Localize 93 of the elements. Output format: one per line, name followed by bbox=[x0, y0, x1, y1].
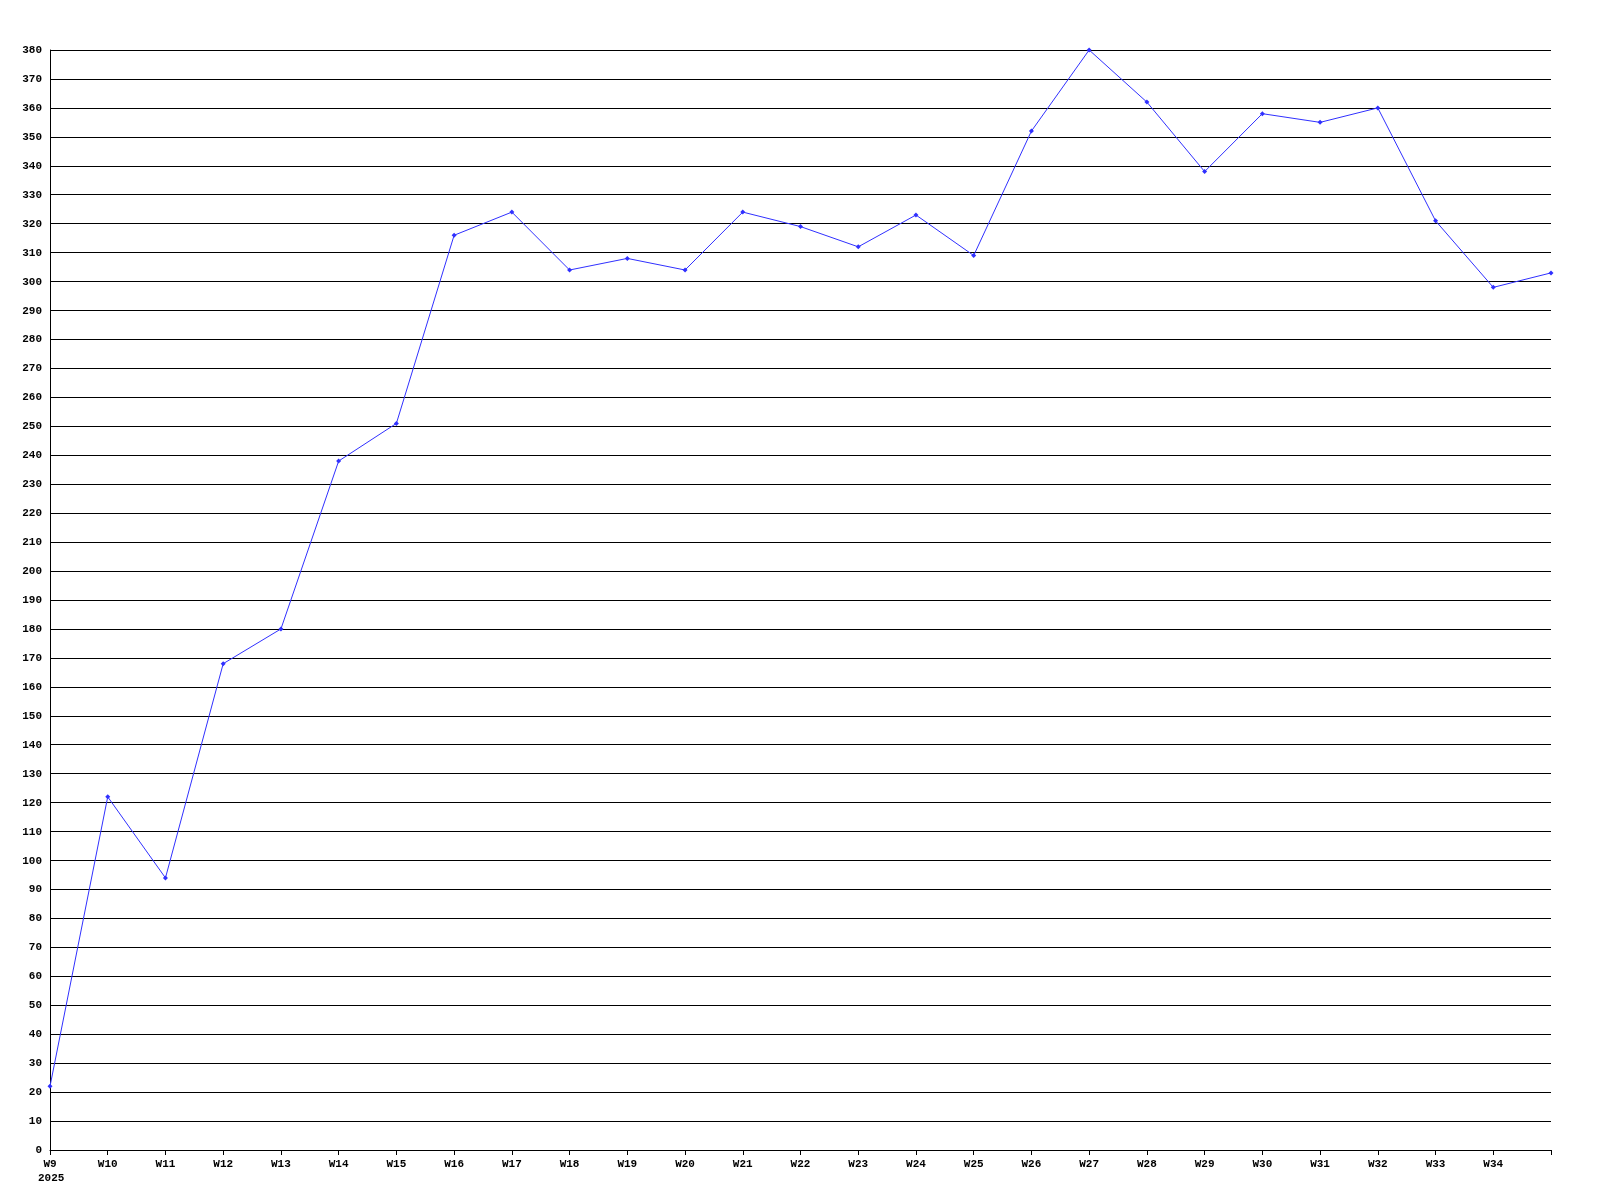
point bbox=[47, 1083, 53, 1089]
y-tick-label: 200 bbox=[22, 565, 42, 578]
y-tick-label: 0 bbox=[35, 1144, 42, 1156]
x-tick-label: W24 bbox=[906, 1157, 927, 1170]
x-tick-label: W15 bbox=[386, 1157, 407, 1170]
y-tick-label: 280 bbox=[22, 333, 42, 346]
x-tick-label: W33 bbox=[1425, 1157, 1446, 1170]
point bbox=[1202, 169, 1208, 175]
x-tick-label: W32 bbox=[1367, 1157, 1388, 1170]
y-tick-label: 250 bbox=[22, 420, 42, 433]
y-tick-label: 160 bbox=[22, 680, 42, 693]
point bbox=[913, 212, 919, 218]
y-tick-label: 10 bbox=[28, 1115, 42, 1128]
y-tick-label: 50 bbox=[28, 999, 42, 1012]
y-tick-label: 60 bbox=[28, 970, 42, 983]
y-tick-label: 20 bbox=[28, 1086, 42, 1099]
x-tick-label: W9 bbox=[43, 1157, 57, 1170]
y-tick-label: 290 bbox=[22, 304, 42, 317]
point bbox=[1433, 218, 1439, 224]
x-tick-label: W34 bbox=[1483, 1157, 1504, 1170]
text: 2025 bbox=[38, 1171, 65, 1184]
y-tick-label: 340 bbox=[22, 159, 42, 172]
point bbox=[567, 267, 573, 273]
point bbox=[1144, 99, 1150, 105]
point bbox=[105, 794, 111, 800]
point bbox=[1317, 119, 1323, 125]
point bbox=[336, 458, 342, 464]
point bbox=[451, 232, 457, 238]
y-tick-label: 130 bbox=[22, 767, 42, 780]
y-tick-label: 190 bbox=[22, 594, 42, 606]
y-tick-label: 140 bbox=[22, 738, 42, 751]
y-tick-label: 270 bbox=[22, 362, 42, 375]
point bbox=[1548, 270, 1554, 276]
point bbox=[798, 224, 803, 230]
point bbox=[1490, 284, 1496, 290]
x-tick-label: W14 bbox=[328, 1157, 349, 1170]
point bbox=[509, 209, 515, 215]
y-tick-label: 230 bbox=[22, 478, 42, 491]
x-tick-label: W19 bbox=[617, 1157, 638, 1170]
x-tick-label: W17 bbox=[501, 1157, 522, 1170]
x-tick-label: W10 bbox=[97, 1157, 118, 1170]
point bbox=[624, 255, 630, 261]
point bbox=[1028, 128, 1034, 134]
point bbox=[1375, 105, 1381, 111]
point bbox=[740, 209, 746, 215]
x-tick-label: W12 bbox=[213, 1157, 234, 1170]
x-tick-label: W20 bbox=[675, 1157, 695, 1170]
x-tick-label: W26 bbox=[1021, 1157, 1042, 1170]
y-tick-label: 180 bbox=[22, 622, 42, 635]
y-tick-label: 300 bbox=[22, 275, 42, 288]
x-tick-label: W22 bbox=[790, 1157, 811, 1170]
y-tick-label: 210 bbox=[22, 536, 42, 549]
x-tick-label: W30 bbox=[1252, 1157, 1273, 1170]
y-tick-label: 30 bbox=[28, 1057, 42, 1070]
x-tick-label: W18 bbox=[559, 1157, 580, 1170]
x-tick-label: W13 bbox=[271, 1157, 292, 1170]
y-tick-label: 150 bbox=[22, 709, 42, 722]
x-tick-label: W21 bbox=[732, 1157, 754, 1170]
point bbox=[1259, 111, 1265, 117]
y-tick-label: 110 bbox=[22, 825, 42, 838]
point bbox=[162, 875, 168, 881]
y-tick-label: 100 bbox=[22, 854, 42, 867]
x-tick-label: W11 bbox=[155, 1157, 176, 1170]
x-tick-label: W16 bbox=[444, 1157, 465, 1170]
x-tick-label: W29 bbox=[1194, 1157, 1215, 1170]
y-tick-label: 310 bbox=[22, 246, 42, 259]
x-tick-label: W28 bbox=[1136, 1157, 1158, 1170]
x-tick-label: W31 bbox=[1310, 1157, 1331, 1170]
point bbox=[220, 661, 226, 667]
x-tick-label: W23 bbox=[848, 1157, 869, 1170]
point bbox=[682, 267, 688, 273]
x-tick-label: W27 bbox=[1079, 1157, 1100, 1170]
y-tick-label: 350 bbox=[22, 130, 42, 143]
y-tick-label: 240 bbox=[22, 449, 42, 462]
y-tick-label: 170 bbox=[22, 651, 42, 664]
y-tick-label: 40 bbox=[28, 1028, 42, 1041]
y-tick-label: 370 bbox=[22, 72, 42, 85]
point bbox=[971, 253, 977, 259]
y-tick-label: 330 bbox=[22, 188, 42, 201]
y-tick-label: 120 bbox=[22, 796, 42, 809]
x-tick-label: W25 bbox=[963, 1157, 984, 1170]
y-tick-label: 260 bbox=[22, 391, 42, 404]
y-tick-label: 220 bbox=[22, 507, 42, 520]
y-tick-label: 380 bbox=[22, 44, 42, 56]
y-tick-label: 360 bbox=[22, 101, 42, 114]
point bbox=[278, 626, 284, 632]
point bbox=[1086, 47, 1092, 53]
y-tick-label: 90 bbox=[28, 883, 42, 896]
point bbox=[393, 420, 399, 426]
y-tick-label: 80 bbox=[28, 912, 42, 925]
y-tick-label: 70 bbox=[28, 941, 42, 954]
y-tick-label: 320 bbox=[22, 217, 42, 230]
point bbox=[855, 244, 861, 250]
